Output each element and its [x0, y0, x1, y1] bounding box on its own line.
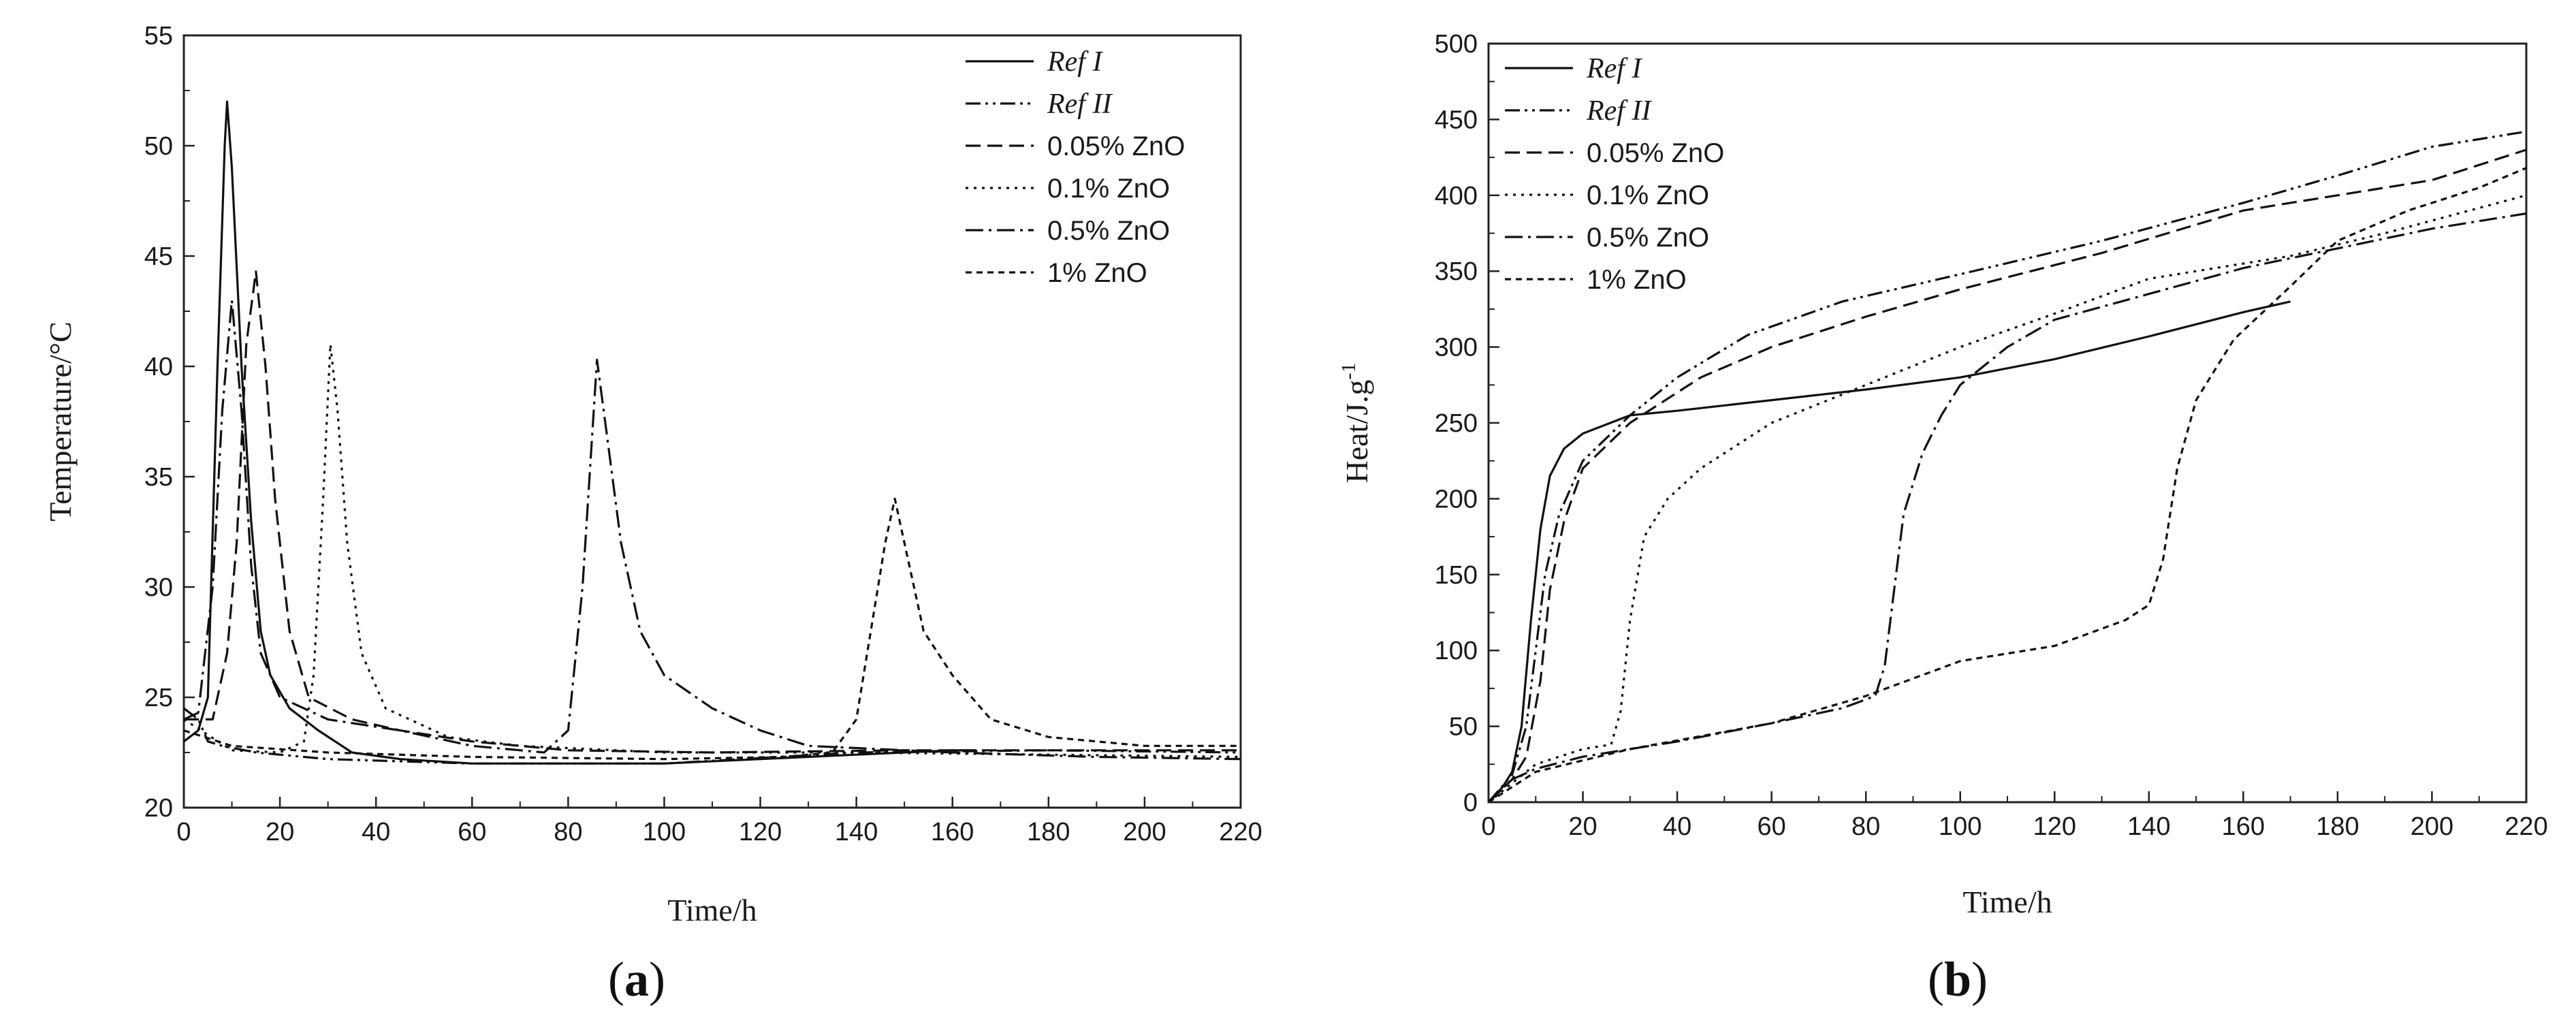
y-tick-label: 20 [144, 794, 173, 823]
legend-label: 0.5% ZnO [1587, 223, 1709, 253]
series-line-0-5-zno [1489, 212, 2526, 802]
x-tick-label: 160 [2222, 812, 2265, 841]
y-tick-label: 45 [144, 242, 173, 271]
y-tick-label: 350 [1435, 257, 1478, 286]
legend: Ref I Ref II 0.05% ZnO 0.1% ZnO 0.5% ZnO 1% Z… [1505, 53, 1724, 295]
y-tick-label: 30 [144, 573, 173, 602]
y-axis-title-superscript: -1 [1337, 362, 1360, 379]
x-tick-label: 220 [2505, 812, 2547, 841]
panel-a-temperature-chart: 0 20 40 60 80 100 120 140 160 180 200 2202025303540… [43, 22, 1262, 1006]
panel-b-heat-chart: 0 20 40 60 80 100 120 140 160 180 200 220 0 50 100 150 2… [1337, 30, 2548, 1006]
legend-label: 0.05% ZnO [1587, 138, 1724, 168]
x-tick-label: 200 [2411, 812, 2453, 841]
panel-label-b: (b) [1928, 952, 1988, 1006]
series-line-1-zno [184, 497, 1241, 761]
x-tick-label: 60 [458, 818, 486, 846]
legend-label: Ref I [1586, 53, 1642, 84]
series-line-ref-i [1489, 300, 2291, 802]
tick-marks [182, 34, 1242, 809]
x-tick-label: 120 [739, 818, 782, 846]
y-tick-label: 200 [1435, 485, 1478, 513]
y-tick-label: 400 [1435, 182, 1478, 210]
x-tick-label: 60 [1757, 812, 1785, 841]
legend-label: 0.5% ZnO [1047, 216, 1170, 246]
y-tick-label: 25 [144, 684, 173, 712]
series-line-0-05-zno [184, 270, 1241, 754]
series-line-0-05-zno [1489, 148, 2526, 802]
y-tick-label: 100 [1435, 637, 1478, 665]
x-axis-title: Time/h [667, 893, 757, 927]
x-tick-label: 40 [1663, 812, 1691, 841]
x-tick-label: 20 [266, 818, 294, 846]
tick-labels: 0 20 40 60 80 100 120 140 160 180 200 2202025303540… [144, 22, 1262, 846]
legend-label: 0.1% ZnO [1587, 180, 1709, 210]
x-tick-label: 200 [1123, 818, 1166, 846]
y-axis-title: Temperature/°C [43, 321, 78, 522]
x-tick-label: 100 [1939, 812, 1982, 841]
x-tick-label: 80 [1851, 812, 1880, 841]
series-lines [1489, 130, 2526, 802]
y-axis-title-text: Heat/J.g [1339, 379, 1374, 483]
legend-label: Ref I [1047, 46, 1103, 78]
tick-marks [1487, 42, 2528, 804]
y-tick-label: 55 [144, 22, 173, 50]
legend-label: Ref II [1586, 95, 1652, 127]
legend-label: 0.05% ZnO [1047, 131, 1185, 161]
y-tick-label: 40 [144, 353, 173, 381]
y-tick-label: 500 [1435, 30, 1478, 59]
x-tick-label: 160 [931, 818, 974, 846]
x-tick-label: 20 [1568, 812, 1597, 841]
y-tick-label: 150 [1435, 561, 1478, 590]
series-line-ref-ii [1489, 130, 2526, 802]
x-axis-title: Time/h [1962, 885, 2052, 919]
y-tick-label: 50 [144, 132, 173, 161]
series-line-0-5-zno [184, 299, 1241, 761]
y-tick-label: 0 [1463, 789, 1478, 817]
series-line-1-zno [1489, 167, 2526, 802]
x-tick-label: 180 [1027, 818, 1070, 846]
x-tick-label: 140 [835, 818, 878, 846]
x-tick-label: 0 [176, 818, 191, 846]
x-tick-label: 220 [1219, 818, 1262, 846]
x-tick-label: 120 [2033, 812, 2076, 841]
legend-label: 1% ZnO [1587, 265, 1687, 295]
x-tick-label: 100 [643, 818, 686, 846]
y-axis-title: Heat/J.g-1 [1337, 362, 1374, 483]
y-tick-label: 35 [144, 463, 173, 492]
panel-label-a: (a) [608, 952, 665, 1006]
series-line-0-1-zno [1489, 194, 2526, 802]
legend: Ref I Ref II 0.05% ZnO 0.1% ZnO 0.5% ZnO 1% Z… [966, 46, 1185, 288]
x-tick-label: 40 [362, 818, 390, 846]
y-tick-label: 300 [1435, 334, 1478, 362]
x-tick-label: 80 [554, 818, 582, 846]
y-tick-label: 50 [1449, 713, 1478, 742]
y-tick-label: 250 [1435, 409, 1478, 438]
legend-label: 1% ZnO [1047, 258, 1147, 288]
legend-label: Ref II [1047, 89, 1113, 120]
legend-label: 0.1% ZnO [1047, 174, 1170, 204]
y-tick-label: 450 [1435, 106, 1478, 134]
series-lines [184, 100, 1241, 765]
x-tick-label: 180 [2316, 812, 2359, 841]
series-line-0-1-zno [184, 343, 1241, 759]
x-tick-label: 0 [1481, 812, 1495, 841]
tick-labels: 0 20 40 60 80 100 120 140 160 180 200 220 0 50 100 150 2… [1435, 30, 2548, 841]
series-line-ref-i [184, 100, 976, 765]
x-tick-label: 140 [2127, 812, 2170, 841]
